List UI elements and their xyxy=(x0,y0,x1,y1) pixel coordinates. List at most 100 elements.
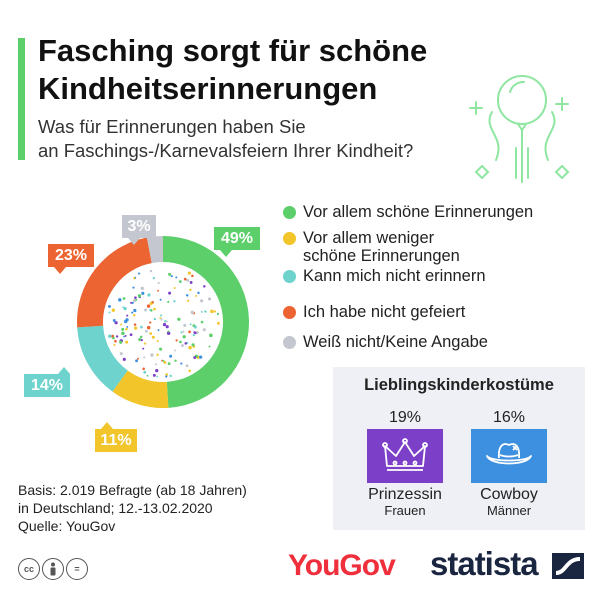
confetti-dot xyxy=(143,308,148,312)
confetti-dot xyxy=(182,330,185,333)
person-icon[interactable] xyxy=(42,558,64,580)
cc-icon[interactable]: cc xyxy=(18,558,40,580)
confetti-dot xyxy=(165,320,168,323)
balloon-deco-icon xyxy=(469,75,570,183)
title-line-1: Fasching sorgt für schöne xyxy=(38,33,428,68)
confetti-dot xyxy=(135,298,138,301)
costume-group: Männer xyxy=(486,503,532,518)
confetti-dot xyxy=(167,362,171,366)
license-icons[interactable]: cc = xyxy=(18,558,88,580)
cowboy-hat-icon xyxy=(471,429,547,483)
legend-label: Kann mich nicht erinnern xyxy=(303,267,486,285)
confetti-dot xyxy=(133,277,136,280)
slice-value-label: 23% xyxy=(48,244,94,267)
confetti-dot xyxy=(115,335,119,338)
yougov-logo[interactable]: YouGov xyxy=(288,549,396,582)
confetti-dot xyxy=(173,300,176,303)
confetti-dot xyxy=(143,356,146,359)
confetti-dot xyxy=(159,298,162,301)
confetti-dot xyxy=(111,308,115,312)
confetti-dot xyxy=(151,335,155,339)
confetti-dot xyxy=(135,359,138,363)
confetti-dot xyxy=(114,339,117,343)
confetti-dot xyxy=(156,339,159,342)
legend-item: Weiß nicht/Keine Angabe xyxy=(283,333,583,351)
legend-item: Vor allem weniger schöne Erinnerungen xyxy=(283,229,583,265)
confetti-dot xyxy=(134,326,138,330)
confetti-dot xyxy=(187,271,191,275)
note-line: Quelle: YouGov xyxy=(18,518,116,534)
callout-pointer xyxy=(220,250,232,257)
confetti-dot xyxy=(180,344,184,348)
confetti-dot xyxy=(149,321,152,324)
confetti-dot xyxy=(193,331,196,334)
legend-label: Weiß nicht/Keine Angabe xyxy=(303,333,488,351)
confetti-dot xyxy=(168,291,172,295)
legend-label: Vor allem schöne Erinnerungen xyxy=(303,203,534,221)
confetti-dot xyxy=(130,301,133,304)
callout-pointer xyxy=(101,422,113,429)
legend-swatch xyxy=(283,206,296,219)
callout-pointer xyxy=(128,238,140,245)
confetti-dot xyxy=(156,375,159,378)
confetti-dot xyxy=(179,340,182,344)
confetti-dot xyxy=(182,335,186,339)
confetti-dot xyxy=(203,285,206,288)
confetti-dot xyxy=(131,301,134,305)
confetti-dot xyxy=(199,355,203,359)
confetti-dot xyxy=(184,342,188,345)
confetti-dot xyxy=(194,325,197,329)
donut-slice xyxy=(163,235,250,408)
confetti-dot xyxy=(183,323,187,327)
statista-logo[interactable]: statista xyxy=(430,545,539,582)
confetti-dot xyxy=(188,345,192,350)
subtitle-line-2: an Faschings-/Karnevalsfeiern Ihrer Kind… xyxy=(38,140,414,161)
legend-item: Ich habe nicht gefeiert xyxy=(283,303,583,321)
legend-swatch xyxy=(283,306,296,319)
confetti-dot xyxy=(140,286,144,291)
slice-value-label: 11% xyxy=(95,429,137,452)
confetti-dot xyxy=(210,309,214,314)
confetti-dot xyxy=(200,320,204,324)
confetti-dot xyxy=(153,317,157,321)
confetti-dot xyxy=(129,333,133,337)
costume-panel: Lieblingskinderkostüme 19% Prinzessin Fr… xyxy=(333,367,585,530)
confetti-dot xyxy=(126,314,129,317)
confetti-dot xyxy=(180,362,183,365)
confetti-dot xyxy=(165,373,169,376)
confetti-dot xyxy=(192,333,195,337)
confetti-dot xyxy=(146,374,149,377)
confetti-dot xyxy=(216,312,220,316)
confetti-dot xyxy=(108,304,111,308)
donut-slice xyxy=(77,325,128,392)
confetti-dot xyxy=(202,328,206,332)
equals-icon[interactable]: = xyxy=(66,558,88,580)
crown-icon xyxy=(367,429,443,483)
confetti-dot xyxy=(113,343,116,347)
confetti-dot xyxy=(139,335,143,339)
confetti-dot xyxy=(208,345,211,348)
confetti-dot xyxy=(167,300,170,304)
confetti-dot xyxy=(157,329,160,332)
legend-label: Vor allem weniger schöne Erinnerungen xyxy=(303,229,460,265)
confetti-dot xyxy=(216,321,220,325)
confetti-dot xyxy=(153,307,156,311)
confetti-dot xyxy=(149,269,153,273)
confetti-dot xyxy=(126,326,129,328)
confetti-dot xyxy=(149,332,153,335)
accent-bar xyxy=(18,38,25,160)
confetti-dot xyxy=(142,367,145,371)
costume-cowboy: 16% Cowboy Männer xyxy=(464,409,554,518)
confetti-dot xyxy=(167,330,170,333)
slice-value-label: 3% xyxy=(122,215,156,238)
confetti-dot xyxy=(137,272,141,275)
confetti-dot xyxy=(168,272,172,276)
confetti-dot xyxy=(200,310,203,313)
confetti-dot xyxy=(144,329,148,333)
confetti-dot xyxy=(133,308,137,313)
confetti-dot xyxy=(169,374,172,378)
costume-pct: 16% xyxy=(492,409,526,426)
confetti-dot xyxy=(149,302,153,306)
confetti-dot xyxy=(137,294,142,298)
slice-value-label: 49% xyxy=(214,227,260,250)
